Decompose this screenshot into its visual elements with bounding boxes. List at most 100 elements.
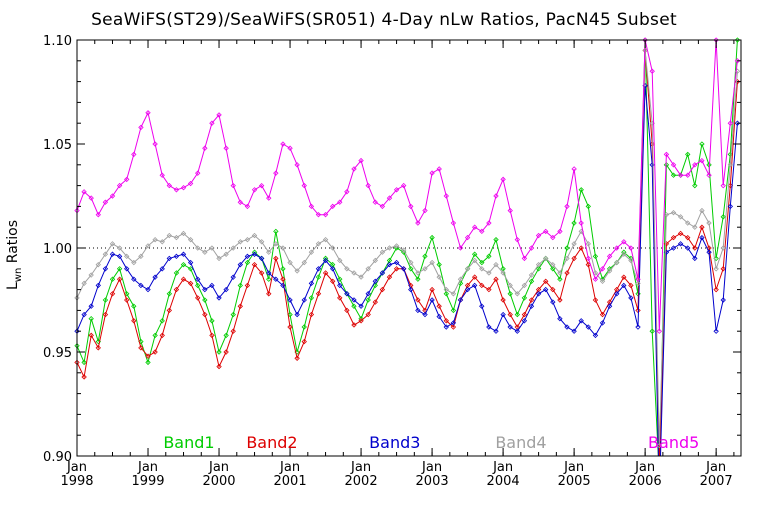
data-point-band4: [180, 230, 187, 237]
data-point-band1: [734, 37, 741, 43]
data-point-band5: [677, 172, 684, 178]
data-point-band3: [152, 274, 158, 280]
data-point-band4: [692, 224, 698, 230]
data-point-band4: [209, 245, 215, 251]
x-tick-year-label: 2002: [345, 474, 378, 489]
data-point-band4: [621, 251, 627, 257]
data-point-band4: [557, 270, 563, 276]
data-point-band3: [408, 286, 414, 293]
data-point-band4: [656, 442, 663, 449]
data-point-band4: [479, 266, 485, 272]
data-point-band4: [372, 257, 378, 264]
data-point-band2: [592, 297, 599, 303]
data-point-band5: [102, 199, 109, 205]
data-point-band1: [649, 328, 655, 334]
x-tick-month-label: Jan: [137, 460, 158, 475]
data-point-band1: [166, 291, 173, 297]
data-point-band4: [642, 47, 648, 54]
data-point-band3: [720, 297, 726, 303]
data-point-band5: [159, 172, 165, 178]
data-point-band4: [152, 237, 158, 243]
data-point-band3: [528, 303, 535, 309]
data-point-band1: [116, 266, 123, 272]
data-point-band5: [692, 162, 698, 168]
data-point-band3: [301, 297, 307, 303]
data-point-band1: [408, 266, 414, 272]
data-point-band1: [244, 259, 251, 266]
data-point-band2: [692, 245, 698, 251]
data-point-band5: [408, 203, 414, 210]
data-point-band2: [102, 311, 109, 318]
data-point-band4: [358, 274, 364, 280]
data-point-band5: [365, 182, 371, 189]
data-point-band4: [258, 239, 265, 245]
data-point-band2: [415, 297, 421, 303]
data-point-band5: [649, 68, 655, 74]
data-point-band3: [145, 286, 151, 293]
data-point-band1: [81, 359, 87, 366]
data-point-band5: [386, 195, 393, 201]
data-point-band3: [670, 245, 677, 251]
data-point-band1: [329, 261, 336, 268]
data-point-band2: [301, 338, 307, 345]
x-tick-month-label: Jan: [279, 460, 300, 475]
legend-label-band5: Band5: [648, 433, 699, 452]
data-point-band4: [266, 249, 272, 255]
data-point-band2: [266, 291, 272, 297]
data-point-band3: [543, 286, 549, 293]
data-point-band5: [294, 162, 300, 168]
data-point-band2: [550, 286, 556, 293]
data-point-band5: [606, 253, 613, 260]
data-point-band2: [393, 266, 400, 272]
x-tick-month-label: Jan: [421, 460, 442, 475]
data-point-band1: [337, 276, 343, 282]
data-point-band5: [131, 151, 137, 158]
data-point-band2: [223, 349, 229, 355]
data-point-band5: [713, 37, 719, 43]
data-point-band4: [216, 255, 222, 262]
data-point-band3: [337, 282, 343, 289]
data-point-band4: [166, 232, 172, 239]
data-point-band1: [429, 234, 435, 241]
data-point-band2: [195, 295, 201, 301]
data-point-band1: [124, 291, 130, 297]
data-point-band4: [550, 261, 556, 268]
data-point-band1: [152, 332, 158, 339]
data-point-band3: [329, 266, 336, 272]
data-point-band2: [216, 363, 222, 370]
x-tick-year-label: 1999: [131, 474, 164, 489]
data-point-band4: [251, 232, 258, 239]
data-point-band5: [237, 199, 243, 205]
data-point-band2: [599, 311, 606, 318]
data-point-band5: [486, 220, 492, 226]
data-point-band2: [95, 345, 101, 351]
data-point-band5: [266, 195, 272, 201]
data-point-band3: [237, 261, 243, 268]
data-point-band5: [614, 245, 620, 251]
data-point-band2: [479, 282, 485, 289]
data-point-band2: [677, 230, 684, 237]
series-line-band1: [77, 40, 738, 456]
data-point-band5: [180, 185, 187, 191]
data-point-band5: [528, 245, 535, 251]
data-point-band2: [564, 270, 570, 276]
data-point-band1: [102, 297, 109, 303]
data-point-band5: [443, 193, 449, 199]
data-point-band2: [273, 255, 279, 262]
data-point-band3: [685, 245, 691, 251]
chart-title: SeaWiFS(ST29)/SeaWiFS(SR051) 4-Day nLw R…: [91, 10, 677, 30]
data-point-band3: [202, 286, 208, 293]
data-point-band5: [358, 157, 364, 164]
data-point-band4: [124, 253, 130, 260]
data-point-band4: [514, 291, 521, 297]
data-point-band2: [528, 297, 535, 303]
data-point-band5: [550, 234, 556, 241]
data-point-band2: [606, 299, 613, 305]
data-point-band1: [471, 251, 478, 257]
data-point-band1: [507, 291, 513, 297]
x-tick-month-label: Jan: [705, 460, 726, 475]
y-tick-label: 1.10: [43, 34, 72, 49]
data-point-band1: [187, 266, 194, 272]
data-point-band4: [315, 241, 322, 247]
